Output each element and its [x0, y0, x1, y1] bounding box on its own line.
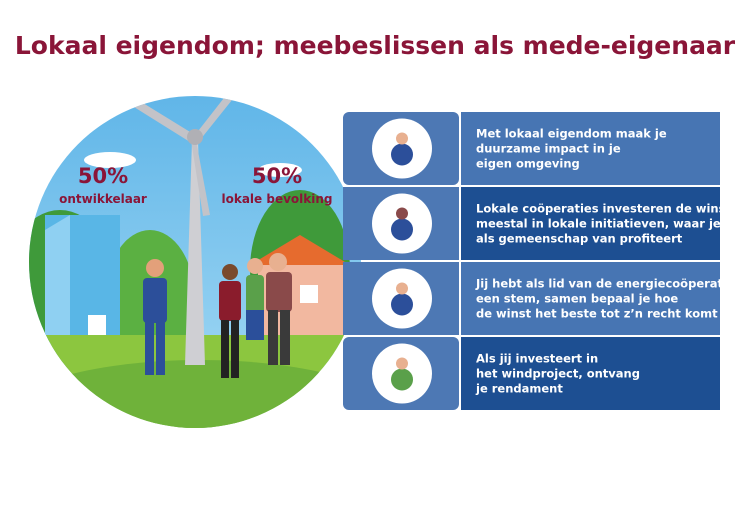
- title: Lokaal eigendom; meebeslissen als mede-e…: [15, 31, 736, 60]
- icon-mark: [391, 218, 413, 241]
- row-text: eigen omgeving: [476, 157, 580, 171]
- share-percent: 50%: [78, 164, 128, 188]
- people: [143, 253, 292, 378]
- icon-mark: [396, 207, 408, 220]
- icon-mark: [391, 143, 413, 166]
- row-text: als gemeenschap van profiteert: [476, 232, 683, 246]
- text-cell: [461, 262, 720, 335]
- icon-mark: [396, 282, 408, 295]
- row-text: Jij hebt als lid van de energiecoöperati…: [475, 277, 735, 291]
- icon-mark: [396, 132, 408, 145]
- row-text: duurzame impact in je: [476, 142, 621, 156]
- row-text: meestal in lokale initiatieven, waar je: [476, 217, 721, 231]
- text-cell: [461, 337, 720, 410]
- share-label: lokale bevolking: [222, 192, 333, 206]
- row-text: Lokale coöperaties investeren de winst: [476, 202, 731, 216]
- row-text: een stem, samen bepaal je hoe: [476, 292, 678, 306]
- text-cell: [461, 187, 720, 260]
- share-label: ontwikkelaar: [59, 192, 147, 206]
- scene: [29, 96, 361, 428]
- row-text: je rendament: [475, 382, 563, 396]
- share-percent: 50%: [252, 164, 302, 188]
- row-text: Als jij investeert in: [476, 352, 598, 366]
- row-text: Met lokaal eigendom maak je: [476, 127, 667, 141]
- icon-mark: [391, 293, 413, 316]
- icon-mark: [391, 368, 413, 391]
- icon-mark: [396, 357, 408, 370]
- row-text: de winst het beste tot z’n recht komt: [476, 307, 718, 321]
- text-cell: [461, 112, 720, 185]
- row-text: het windproject, ontvang: [476, 367, 640, 381]
